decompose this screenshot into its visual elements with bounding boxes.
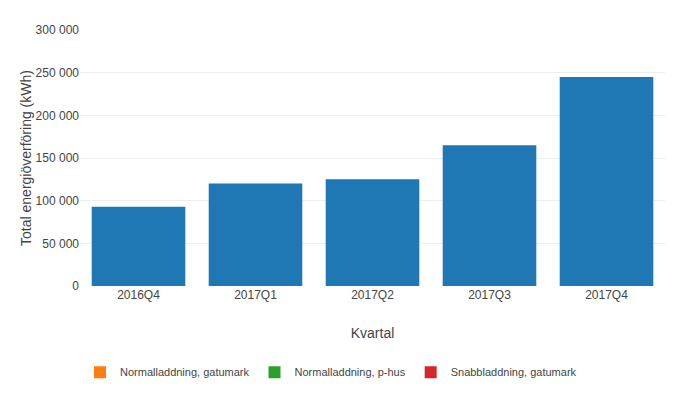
svg-text:2017Q2: 2017Q2 [351,288,394,302]
svg-text:2017Q3: 2017Q3 [468,288,511,302]
svg-text:250 000: 250 000 [36,66,80,80]
svg-text:150 000: 150 000 [36,151,80,165]
svg-text:200 000: 200 000 [36,109,80,123]
svg-text:2017Q1: 2017Q1 [234,288,277,302]
svg-text:Snabbladdning, gatumark: Snabbladdning, gatumark [451,366,577,378]
svg-text:50 000: 50 000 [42,237,79,251]
svg-text:0: 0 [72,279,79,293]
svg-text:100 000: 100 000 [36,194,80,208]
svg-text:Normalladdning, gatumark: Normalladdning, gatumark [120,366,250,378]
svg-text:Normalladdning, p-hus: Normalladdning, p-hus [295,366,406,378]
svg-text:300 000: 300 000 [36,23,80,37]
svg-text:2017Q4: 2017Q4 [585,288,628,302]
svg-text:Kvartal: Kvartal [351,325,395,341]
svg-text:Total energiöverföring (kWh): Total energiöverföring (kWh) [18,70,34,246]
svg-text:2016Q4: 2016Q4 [117,288,160,302]
